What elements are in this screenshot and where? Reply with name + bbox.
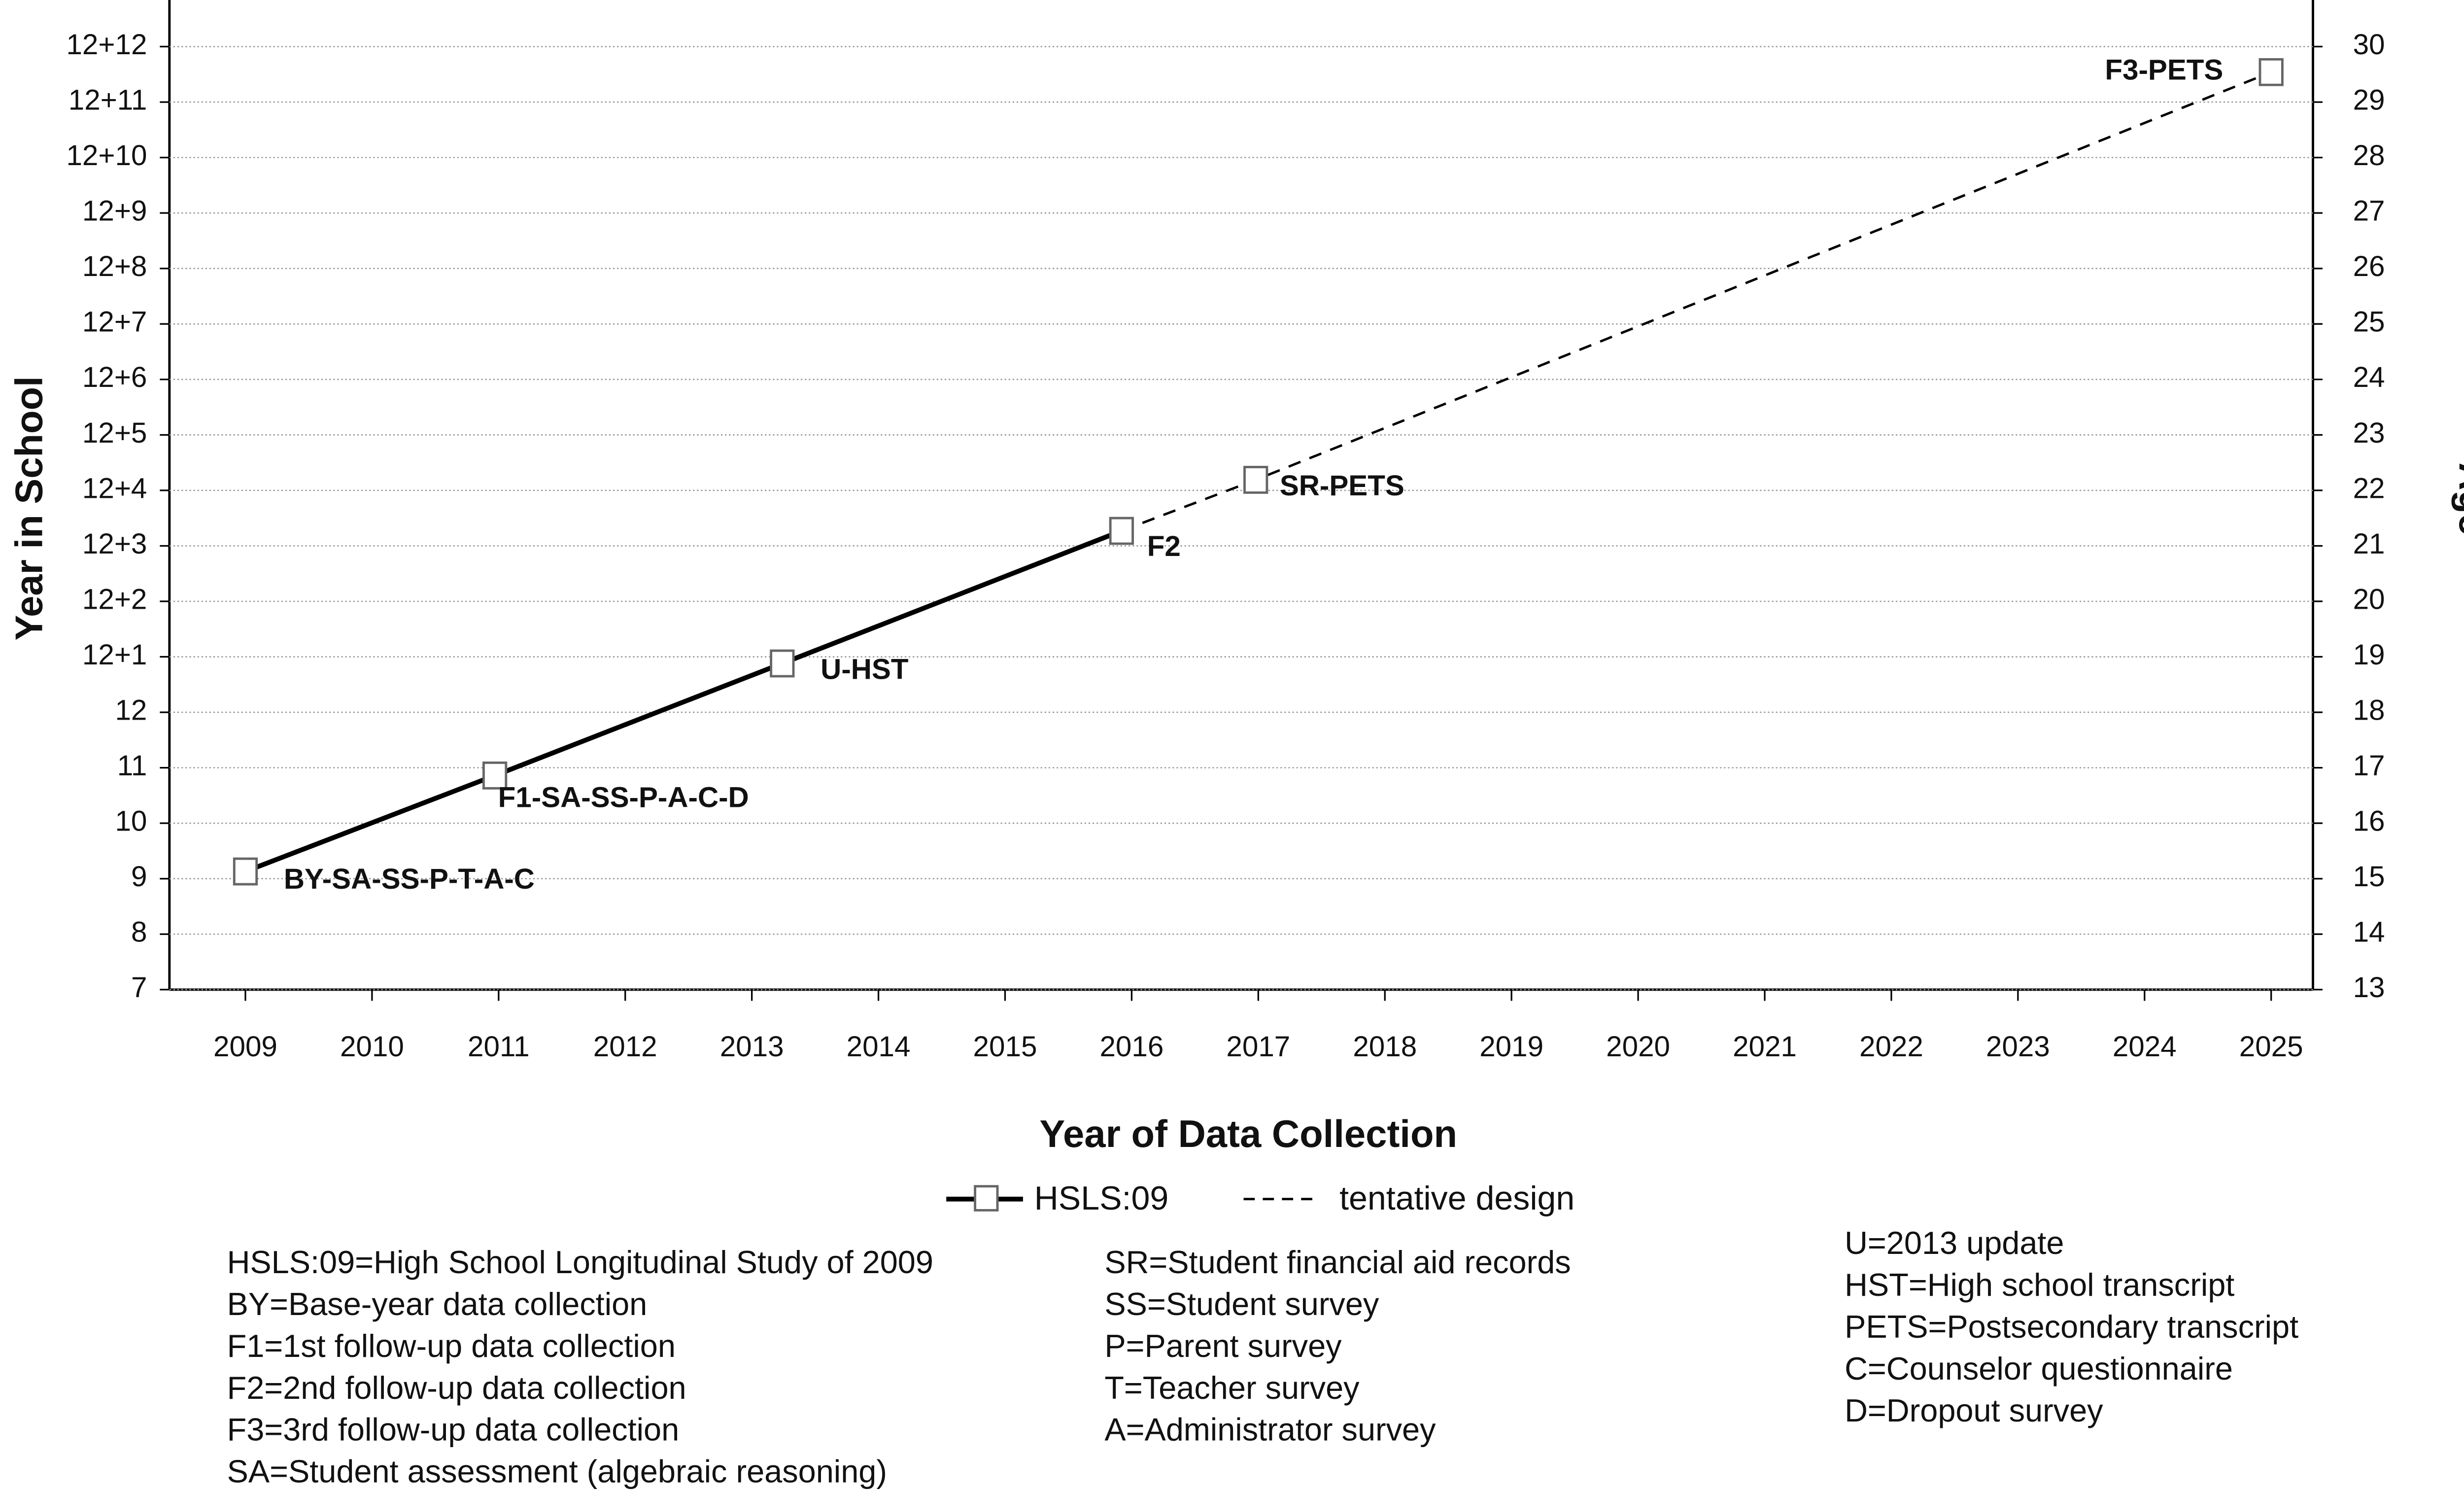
y-tick-label: 12+4 [82, 472, 147, 504]
y-tick-label: 12+8 [82, 250, 147, 282]
x-tick-label: 2013 [720, 1031, 784, 1063]
y2-tick-label: 13 [2353, 971, 2385, 1004]
note: D=Dropout survey [1845, 1392, 2103, 1428]
legend-label: tentative design [1339, 1179, 1574, 1217]
y-tick-label: 12+2 [82, 583, 147, 615]
y2-tick-label: 16 [2353, 805, 2385, 837]
y2-tick-label: 15 [2353, 861, 2385, 893]
y2-tick-label: 18 [2353, 694, 2385, 726]
x-tick-label: 2014 [847, 1031, 911, 1063]
note: HSLS:09=High School Longitudinal Study o… [227, 1244, 933, 1280]
y2-tick-label: 14 [2353, 916, 2385, 948]
y-tick-label: 9 [131, 861, 147, 893]
y2-tick-label: 25 [2353, 306, 2385, 338]
note: U=2013 update [1845, 1225, 2064, 1261]
y-tick-label: 12+5 [82, 417, 147, 449]
y-tick-label: 8 [131, 916, 147, 948]
note: P=Parent survey [1104, 1328, 1342, 1364]
note: SS=Student survey [1104, 1286, 1379, 1322]
y2-tick-label: 17 [2353, 750, 2385, 782]
note: BY=Base-year data collection [227, 1286, 648, 1322]
note: F2=2nd follow-up data collection [227, 1370, 686, 1406]
y2-tick-label: 19 [2353, 639, 2385, 671]
y-axis-title: Year in School [8, 376, 50, 640]
marker [1243, 466, 1268, 494]
y-tick-label: 7 [131, 971, 147, 1004]
note: C=Counselor questionnaire [1845, 1351, 2233, 1387]
y-tick-label: 12+7 [82, 306, 147, 338]
x-tick-label: 2022 [1859, 1031, 1923, 1063]
x-tick-label: 2009 [213, 1031, 277, 1063]
note: SA=Student assessment (algebraic reasoni… [227, 1454, 887, 1490]
x-tick-label: 2018 [1353, 1031, 1417, 1063]
y-tick-label: 12+9 [82, 195, 147, 227]
x-tick-label: 2012 [593, 1031, 657, 1063]
y-tick-label: 11 [117, 750, 147, 782]
x-tick-label: 2020 [1606, 1031, 1670, 1063]
note: F1=1st follow-up data collection [227, 1328, 676, 1364]
note: F3=3rd follow-up data collection [227, 1412, 680, 1448]
note: A=Administrator survey [1104, 1412, 1436, 1448]
legend: HSLS:09 tentative design [946, 1179, 1574, 1217]
note: T=Teacher survey [1104, 1370, 1360, 1406]
legend-label: HSLS:09 [1034, 1179, 1169, 1217]
point-label: SR-PETS [1280, 470, 1404, 502]
note: HST=High school transcript [1845, 1267, 2234, 1303]
marker [233, 857, 258, 886]
legend-marker [974, 1185, 999, 1212]
y2-tick-label: 28 [2353, 139, 2385, 172]
y-tick-label: 12 [115, 694, 147, 726]
marker [2259, 58, 2284, 86]
y2-tick-label: 29 [2353, 84, 2385, 116]
point-label: F2 [1147, 530, 1181, 562]
marker [770, 649, 795, 678]
y2-axis-title: Age [2451, 462, 2464, 535]
series-line [244, 528, 1123, 874]
y-tick-label: 12+11 [68, 84, 147, 116]
y2-tick-label: 22 [2353, 472, 2385, 504]
y-tick-label: 12+1 [82, 639, 147, 671]
x-tick-label: 2016 [1099, 1031, 1164, 1063]
marker [1109, 517, 1134, 545]
x-tick-label: 2011 [468, 1031, 530, 1063]
x-tick-label: 2017 [1226, 1031, 1290, 1063]
point-label: F1-SA-SS-P-A-C-D [498, 781, 749, 813]
y2-tick-label: 21 [2353, 528, 2385, 560]
note: SR=Student financial aid records [1104, 1244, 1571, 1280]
x-tick-label: 2010 [340, 1031, 404, 1063]
x-tick-label: 2021 [1733, 1031, 1797, 1063]
y2-tick-label: 27 [2353, 195, 2385, 227]
y2-tick-label: 26 [2353, 250, 2385, 282]
y2-tick-label: 24 [2353, 361, 2385, 393]
point-label: U-HST [821, 654, 909, 686]
y2-tick-label: 30 [2353, 29, 2385, 61]
point-label: BY-SA-SS-P-T-A-C [284, 863, 535, 895]
y2-tick-label: 23 [2353, 417, 2385, 449]
point-label: F3-PETS [2105, 54, 2223, 86]
y-tick-label: 12+6 [82, 361, 147, 393]
y-tick-label: 10 [115, 805, 147, 837]
x-axis-title: Year of Data Collection [1039, 1113, 1457, 1155]
y-tick-label: 12+12 [66, 29, 147, 61]
x-tick-label: 2023 [1986, 1031, 2050, 1063]
x-tick-label: 2024 [2113, 1031, 2177, 1063]
marker [482, 761, 508, 790]
x-tick-label: 2025 [2239, 1031, 2303, 1063]
y2-tick-label: 20 [2353, 583, 2385, 615]
x-tick-label: 2019 [1479, 1031, 1543, 1063]
x-tick-label: 2015 [973, 1031, 1037, 1063]
y-tick-label: 12+3 [82, 528, 147, 560]
note: PETS=Postsecondary transcript [1845, 1309, 2298, 1345]
y-tick-label: 12+10 [66, 139, 147, 172]
